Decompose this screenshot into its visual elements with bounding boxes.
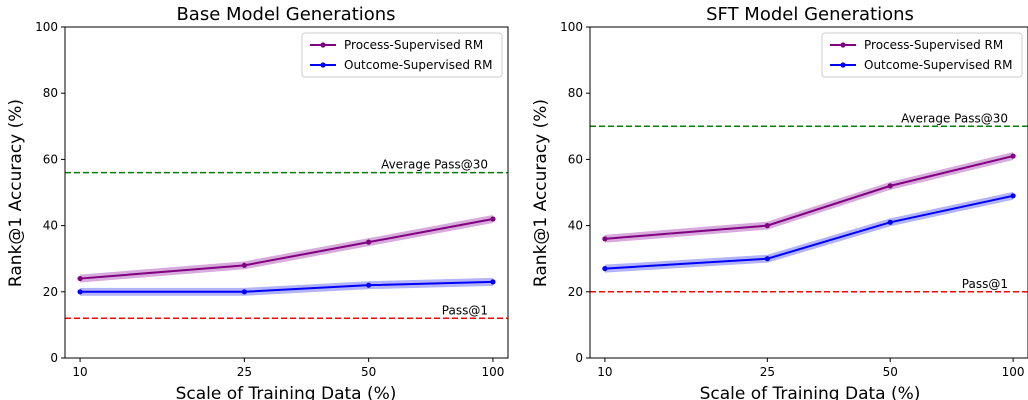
series-line xyxy=(604,155,1014,240)
y-tick-label: 20 xyxy=(568,285,583,299)
plot-frame xyxy=(64,26,509,359)
legend-swatch-marker xyxy=(320,42,326,48)
bands-group xyxy=(604,152,1014,273)
legend: Process-Supervised RM Outcome-Supervised … xyxy=(301,32,503,78)
x-tick-label: 50 xyxy=(883,365,898,379)
x-tick-label: 25 xyxy=(237,365,252,379)
plot-frame xyxy=(589,26,1028,359)
y-tick-label: 60 xyxy=(43,152,58,166)
y-tick-label: 20 xyxy=(43,285,58,299)
series-lines-group xyxy=(602,153,1016,272)
y-tick-label: 0 xyxy=(50,351,58,365)
chart-base-model: Base Model Generations Rank@1 Accuracy (… xyxy=(6,4,509,400)
legend-box xyxy=(301,32,503,78)
reference-line-label: Pass@1 xyxy=(442,303,488,317)
chart-title: SFT Model Generations xyxy=(706,4,914,25)
series-line xyxy=(79,217,494,280)
x-tick-label: 25 xyxy=(760,365,775,379)
y-axis-label: Rank@1 Accuracy (%) xyxy=(6,99,26,287)
data-point xyxy=(887,219,893,225)
data-point xyxy=(764,223,770,229)
chart-title: Base Model Generations xyxy=(176,4,395,25)
data-point xyxy=(241,289,247,295)
legend-swatch-marker xyxy=(840,42,846,48)
data-point xyxy=(490,279,496,285)
reference-line-label: Pass@1 xyxy=(962,277,1008,291)
ticks-group: 0 20 40 60 80 100 10 25 50 100 xyxy=(35,20,504,379)
data-point xyxy=(366,239,372,245)
reference-lines-group: Average Pass@30 Pass@1 xyxy=(590,111,1028,293)
data-point xyxy=(602,266,608,272)
ticks-group: 0 20 40 60 80 100 10 25 50 100 xyxy=(560,20,1024,379)
legend-swatch-marker xyxy=(320,62,326,68)
y-tick-label: 100 xyxy=(35,20,58,34)
reference-lines-group: Average Pass@30 Pass@1 xyxy=(65,158,508,320)
y-tick-label: 40 xyxy=(43,219,58,233)
data-point xyxy=(602,236,608,242)
confidence-band xyxy=(80,277,493,296)
legend: Process-Supervised RM Outcome-Supervised … xyxy=(821,32,1023,78)
data-point xyxy=(1010,193,1016,199)
confidence-band xyxy=(80,215,493,283)
data-point xyxy=(241,262,247,268)
data-point xyxy=(887,183,893,189)
x-tick-label: 50 xyxy=(361,365,376,379)
x-tick-label: 100 xyxy=(481,365,504,379)
x-tick-label: 10 xyxy=(72,365,87,379)
series-line xyxy=(80,280,493,293)
y-tick-label: 100 xyxy=(560,20,583,34)
y-axis-label: Rank@1 Accuracy (%) xyxy=(531,99,551,287)
series-line xyxy=(604,194,1014,270)
y-tick-label: 40 xyxy=(568,219,583,233)
reference-line-label: Average Pass@30 xyxy=(901,111,1008,125)
y-tick-label: 0 xyxy=(575,351,583,365)
x-axis-label: Scale of Training Data (%) xyxy=(176,384,397,400)
y-tick-label: 80 xyxy=(568,86,583,100)
chart-sft-model: SFT Model Generations Rank@1 Accuracy (%… xyxy=(531,4,1028,400)
reference-line-label: Average Pass@30 xyxy=(381,158,488,172)
data-point xyxy=(77,275,83,282)
data-point xyxy=(1010,153,1016,159)
legend-label: Outcome-Supervised RM xyxy=(344,58,492,72)
confidence-band xyxy=(604,152,1014,243)
legend-swatch-marker xyxy=(840,62,846,68)
legend-label: Process-Supervised RM xyxy=(864,38,1003,52)
data-point xyxy=(490,216,496,222)
data-point xyxy=(764,256,770,262)
y-tick-label: 80 xyxy=(43,86,58,100)
series-lines-group xyxy=(77,216,496,295)
data-point xyxy=(366,282,372,288)
data-point xyxy=(77,289,83,295)
x-tick-label: 100 xyxy=(1002,365,1025,379)
legend-label: Outcome-Supervised RM xyxy=(864,58,1012,72)
x-axis-label: Scale of Training Data (%) xyxy=(700,384,921,400)
y-tick-label: 60 xyxy=(568,152,583,166)
legend-box xyxy=(821,32,1023,78)
confidence-band xyxy=(604,191,1014,273)
legend-label: Process-Supervised RM xyxy=(344,38,483,52)
x-tick-label: 10 xyxy=(597,365,612,379)
